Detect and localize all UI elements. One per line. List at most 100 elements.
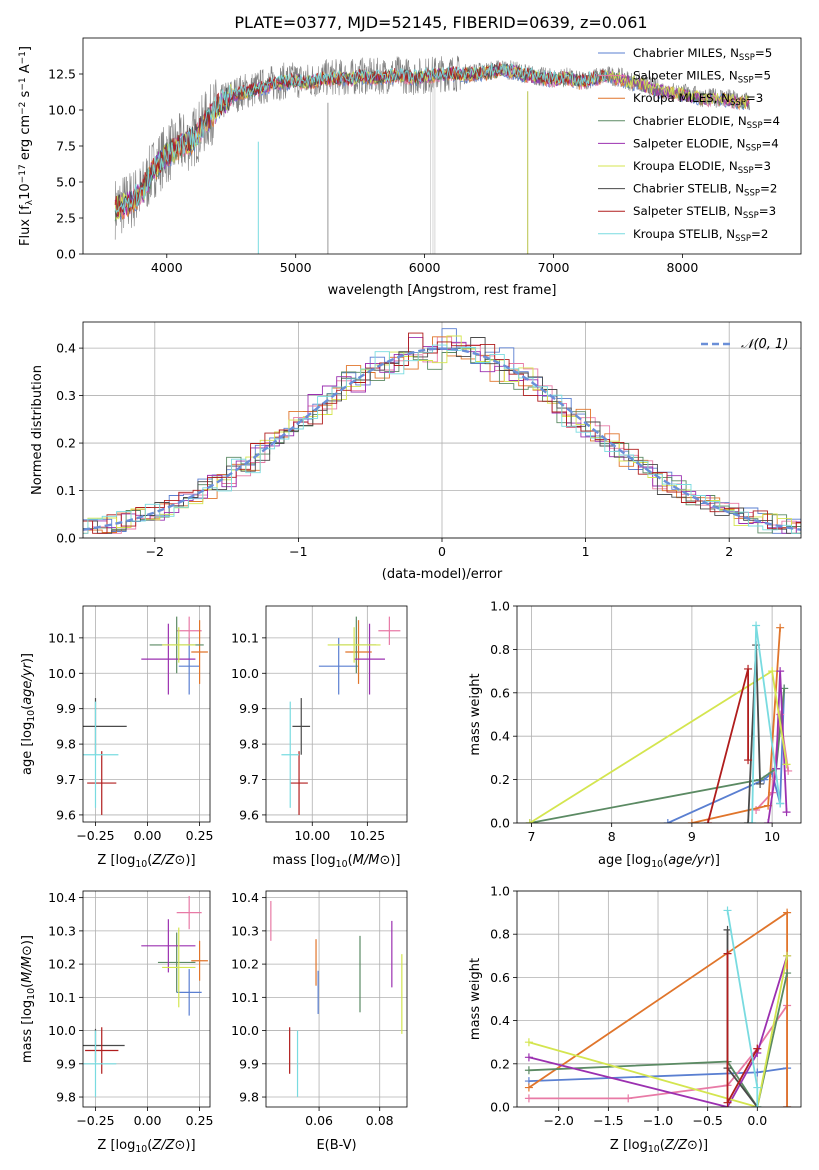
legend-entry: Salpeter MILES, NSSP=5 <box>633 69 771 86</box>
weight-marker <box>524 1038 533 1047</box>
y-tick-label: 9.9 <box>239 1056 259 1071</box>
plot-area <box>83 895 208 1098</box>
y-tick-label: 0.8 <box>490 642 510 657</box>
y-tick-label: 7.5 <box>56 139 76 154</box>
y-tick-label: 0.3 <box>56 388 76 403</box>
legend-entry: Kroupa ELODIE, NSSP=3 <box>633 159 771 176</box>
x-axis-label: Z [log10(Z/Z⊙)] <box>97 1138 195 1155</box>
weight-marker <box>723 906 732 915</box>
y-tick-label: 10.0 <box>48 666 76 681</box>
legend-nssp: =2 <box>760 182 777 196</box>
y-tick-label: 10.1 <box>231 630 259 645</box>
model-line <box>114 63 608 218</box>
weight-marker <box>663 819 672 823</box>
plot-layer: 4000 5000 6000 7000 80000.02.55.07.510.012.5… <box>18 37 802 1155</box>
label-part: −1 <box>18 51 28 64</box>
x-tick-label: 0 <box>438 544 446 559</box>
weight-marker <box>783 1103 792 1107</box>
x-tick-label: −0.25 <box>76 1113 114 1128</box>
axes-spectrum: 4000 5000 6000 7000 8000 0.0 2.5 5.0 7.5 10.0 12.5… <box>18 37 802 298</box>
legend-entry: Chabrier ELODIE, NSSP=4 <box>633 114 780 131</box>
legend-entry: Chabrier STELIB, NSSP=2 <box>633 182 777 199</box>
label-part: −2 <box>18 102 28 115</box>
data-spectrum <box>114 55 750 240</box>
legend-subscript: SSP <box>739 53 755 63</box>
weight-marker <box>524 1066 533 1075</box>
weight-marker <box>748 819 757 823</box>
legend-name: Chabrier MILES, N <box>633 46 739 60</box>
legend-subscript: SSP <box>745 143 761 153</box>
x-tick-label: 2 <box>725 544 733 559</box>
label-part: 10 <box>18 183 33 200</box>
legend-nssp: =5 <box>754 69 771 83</box>
label-text: age [log <box>20 722 35 775</box>
legend-name: Salpeter STELIB, N <box>633 204 743 218</box>
label-text: Z [log <box>97 853 135 868</box>
label-text: )] <box>710 853 720 868</box>
y-tick-label: 9.8 <box>56 737 76 752</box>
weight-marker <box>776 667 785 676</box>
axes-residuals: −2 −1 0 1 2 0.0 0.1 0.2 0.3 0.4 (data-model)/error… <box>30 321 802 582</box>
weight-line <box>529 688 786 823</box>
y-tick-label: 9.7 <box>56 772 76 787</box>
y-axis-label: Flux [fλ10−17 erg cm−2 s−1 A−1] <box>18 46 35 246</box>
plot-area <box>270 900 403 1098</box>
weight-marker <box>723 1098 732 1107</box>
axes-frame <box>82 321 802 539</box>
y-tick-label: 0.4 <box>490 1013 510 1028</box>
x-tick-label: 6000 <box>409 260 441 275</box>
y-tick-label: 9.8 <box>239 1090 259 1105</box>
label-part: Flux [f <box>18 205 33 246</box>
y-tick-label: 9.9 <box>56 701 76 716</box>
plot-area <box>83 616 208 815</box>
weight-marker <box>783 951 792 960</box>
label-part: s <box>18 90 33 101</box>
y-tick-label: 10.4 <box>231 890 259 905</box>
x-tick-label: 0.0 <box>747 1113 767 1128</box>
figure-title: PLATE=0377, MJD=52145, FIBERID=0639, z=0… <box>234 13 647 32</box>
label-subscript: 10 <box>135 859 147 870</box>
label-subscript: 10 <box>648 1144 660 1155</box>
legend-entry: 𝒩(0, 1) <box>741 337 788 352</box>
weight-marker <box>782 808 791 817</box>
axes-mass_vs_Z: −0.25 0.00 0.25 9.8 9.9 10.0 10.1 10.2 10.3 10.4 Z… <box>20 890 214 1155</box>
weight-marker <box>524 1094 533 1103</box>
label-text: Z [log <box>97 1138 135 1153</box>
weight-marker <box>703 819 712 823</box>
label-part: erg cm <box>18 115 33 164</box>
weight-marker <box>687 819 696 823</box>
legend-entry: Kroupa STELIB, NSSP=2 <box>633 227 768 244</box>
label-text: ( <box>660 1138 665 1153</box>
legend-name: Kroupa STELIB, N <box>633 227 735 241</box>
legend-nssp: =4 <box>763 114 780 128</box>
y-tick-label: 1.0 <box>490 599 510 614</box>
label-text: mass [log <box>20 1000 35 1063</box>
y-tick-label: 10.4 <box>48 890 76 905</box>
plot-area <box>83 328 801 534</box>
y-tick-label: 10.0 <box>48 1023 76 1038</box>
histogram-step <box>83 332 801 534</box>
x-tick-label: −1.5 <box>593 1113 623 1128</box>
y-tick-label: 5.0 <box>56 175 76 190</box>
axes-weight_vs_Z: −2.0 −1.5 −1.0 −0.5 0.0 0.0 0.2 0.4 0.6 0.8 1.0 Z [… <box>468 884 802 1155</box>
x-tick-label: 0.08 <box>366 1113 394 1128</box>
x-tick-label: 4000 <box>151 260 183 275</box>
y-tick-label: 9.9 <box>56 1056 76 1071</box>
axes-frame <box>516 605 802 824</box>
x-tick-label: 7 <box>527 829 535 844</box>
x-tick-label: −2 <box>146 544 164 559</box>
label-text: )] <box>20 653 35 663</box>
x-axis-label: Z [log10(Z/Z⊙)] <box>97 853 195 870</box>
label-text: ( <box>20 983 35 988</box>
legend-entry: Kroupa MILES, NSSP=3 <box>633 91 763 108</box>
legend-subscript: SSP <box>735 234 751 244</box>
x-tick-label: 1 <box>582 544 590 559</box>
histogram-step <box>83 348 801 534</box>
weight-marker <box>744 819 753 823</box>
label-text: Z [log <box>610 1138 648 1153</box>
label-math: age/yr <box>668 853 711 868</box>
weight-marker <box>752 621 761 630</box>
y-tick-label: 0.4 <box>56 341 76 356</box>
legend-nssp: =5 <box>755 46 772 60</box>
label-text: )] <box>20 935 35 945</box>
